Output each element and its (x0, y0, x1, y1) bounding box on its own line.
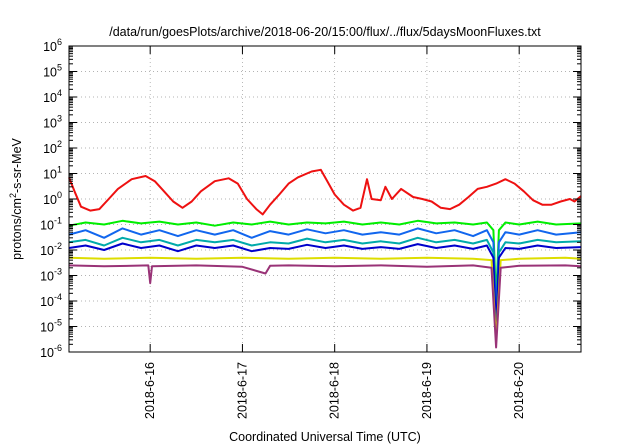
y-tick-label: 10-2 (40, 241, 62, 258)
y-tick-exponent: -6 (54, 343, 62, 353)
chart-title: /data/run/goesPlots/archive/2018-06-20/1… (109, 25, 541, 39)
x-tick-label: 2018-6-17 (235, 362, 249, 419)
y-tick-exponent: 5 (57, 63, 62, 73)
y-tick-label: 10-4 (40, 292, 62, 309)
x-tick-label: 2018-6-16 (143, 362, 157, 419)
x-axis: 2018-6-16 2018-6-17 2018-6-18 2018-6-19 2018… (143, 46, 526, 419)
x-tick-label: 2018-6-20 (512, 362, 526, 419)
y-tick-label: 10-6 (40, 343, 62, 360)
y-tick-label: 101 (43, 165, 62, 182)
y-label-rest: -s-sr-MeV (10, 137, 24, 193)
y-label-superscript: 2 (8, 193, 18, 198)
x-tick-label: 2018-6-18 (328, 362, 342, 419)
y-tick-exponent: -5 (54, 318, 62, 328)
y-tick-exponent: 2 (57, 139, 62, 149)
y-tick-label: 103 (43, 114, 62, 131)
y-tick-label: 102 (43, 139, 62, 156)
y-label-text: protons/cm (10, 198, 24, 260)
y-tick-label: 100 (43, 190, 62, 207)
series-lines (68, 168, 582, 349)
y-tick-label: 10-3 (40, 267, 62, 284)
y-tick-label: 104 (43, 88, 62, 105)
y-tick-label: 10-1 (40, 216, 62, 233)
series-line (68, 168, 582, 216)
y-tick-label: 106 (43, 37, 62, 54)
y-tick-exponent: 1 (57, 165, 62, 175)
y-tick-exponent: -3 (54, 267, 62, 277)
series-line (68, 242, 582, 334)
y-axis: 10-610-510-410-310-210-11001011021031041… (40, 37, 581, 360)
y-tick-exponent: -4 (54, 292, 62, 302)
series-line (68, 264, 582, 349)
series-line (68, 256, 582, 341)
y-tick-exponent: 4 (57, 88, 62, 98)
y-tick-exponent: 0 (57, 190, 62, 200)
y-tick-exponent: -1 (54, 216, 62, 226)
y-tick-label: 105 (43, 63, 62, 80)
y-tick-label: 10-5 (40, 318, 62, 335)
y-tick-exponent: 6 (57, 37, 62, 47)
y-axis-label: protons/cm2-s-sr-MeV (8, 137, 24, 259)
y-tick-exponent: -2 (54, 241, 62, 251)
grid (69, 46, 581, 352)
x-tick-label: 2018-6-19 (420, 362, 434, 419)
y-tick-exponent: 3 (57, 114, 62, 124)
x-axis-label: Coordinated Universal Time (UTC) (229, 430, 421, 444)
